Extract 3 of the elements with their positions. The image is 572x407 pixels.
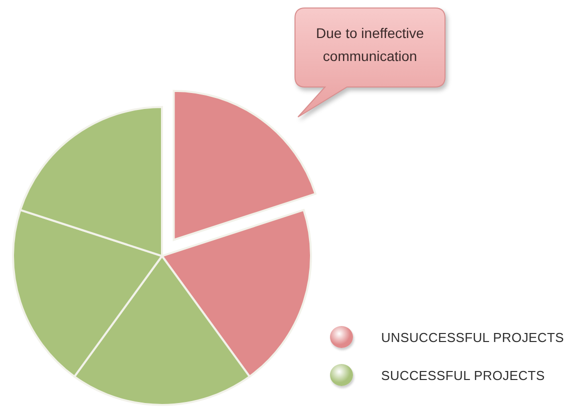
legend-label: UNSUCCESSFUL PROJECTS [381, 330, 564, 344]
legend-label: SUCCESSFUL PROJECTS [381, 368, 545, 382]
text: Due to ineffective communication [315, 24, 425, 66]
